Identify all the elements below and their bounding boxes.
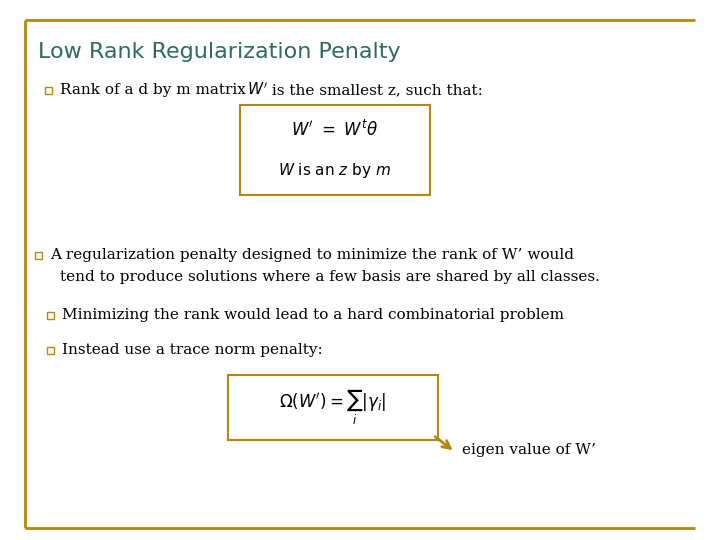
Bar — [45, 86, 52, 93]
Bar — [47, 347, 53, 354]
Text: Minimizing the rank would lead to a hard combinatorial problem: Minimizing the rank would lead to a hard… — [62, 308, 564, 322]
Text: Rank of a d by m matrix: Rank of a d by m matrix — [60, 83, 251, 97]
Text: Low Rank Regularization Penalty: Low Rank Regularization Penalty — [38, 42, 400, 62]
Text: tend to produce solutions where a few basis are shared by all classes.: tend to produce solutions where a few ba… — [60, 270, 600, 284]
Text: $\Omega(W') = \sum_i |\gamma_i|$: $\Omega(W') = \sum_i |\gamma_i|$ — [279, 388, 387, 428]
Bar — [47, 312, 53, 319]
Bar — [35, 252, 42, 259]
Bar — [240, 105, 430, 195]
Bar — [228, 375, 438, 440]
Text: A regularization penalty designed to minimize the rank of W’ would: A regularization penalty designed to min… — [50, 248, 574, 262]
Text: Instead use a trace norm penalty:: Instead use a trace norm penalty: — [62, 343, 323, 357]
Text: $W$ is an $z$ by $m$: $W$ is an $z$ by $m$ — [279, 160, 392, 179]
Text: $W'$: $W'$ — [247, 82, 268, 98]
Text: $W' \ = \ W^t \theta$: $W' \ = \ W^t \theta$ — [292, 120, 379, 140]
Text: eigen value of W’: eigen value of W’ — [462, 443, 596, 457]
Text: is the smallest z, such that:: is the smallest z, such that: — [267, 83, 483, 97]
